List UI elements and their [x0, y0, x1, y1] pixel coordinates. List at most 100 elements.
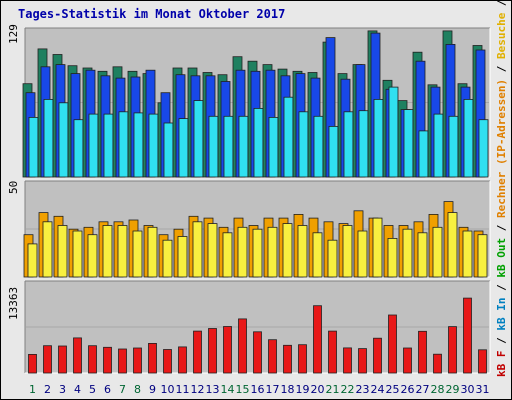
bar-kbytes-1: [313, 305, 322, 374]
bar-requests-3: [103, 113, 114, 178]
bar-kbytes-1: [478, 349, 487, 374]
bar-visits-2: [147, 226, 158, 278]
bar-visits-2: [177, 236, 188, 278]
bar-requests-3: [343, 111, 354, 178]
bar-requests-3: [358, 110, 369, 178]
bar-requests-3: [28, 117, 39, 178]
bar-visits-2: [222, 232, 233, 278]
bar-requests-3: [253, 108, 264, 178]
x-tick-label: 10: [161, 383, 175, 396]
bar-kbytes-1: [253, 331, 262, 374]
bar-kbytes-1: [148, 342, 157, 374]
bar-kbytes-1: [298, 344, 307, 374]
bar-visits-2: [372, 217, 383, 278]
bar-kbytes-1: [283, 344, 292, 374]
bar-requests-3: [58, 102, 69, 178]
bar-kbytes-1: [88, 345, 97, 374]
bar-requests-3: [298, 111, 309, 178]
bar-kbytes-1: [223, 326, 232, 374]
bar-requests-3: [178, 118, 189, 178]
bar-requests-3: [223, 115, 234, 178]
x-tick-label: 19: [296, 383, 310, 396]
bar-visits-2: [132, 230, 143, 278]
x-tick-label: 22: [341, 383, 355, 396]
bar-requests-3: [208, 115, 219, 178]
bar-kbytes-1: [178, 346, 187, 374]
bar-requests-3: [418, 130, 429, 178]
bar-visits-2: [72, 230, 83, 278]
bar-kbytes-1: [343, 347, 352, 374]
x-tick-label: 4: [74, 383, 81, 396]
bar-kbytes-1: [373, 337, 382, 374]
bar-visits-2: [342, 225, 353, 278]
x-tick-label: 9: [149, 383, 156, 396]
x-tick-label: 24: [371, 383, 385, 396]
x-tick-label: 13: [206, 383, 220, 396]
bar-kbytes-1: [403, 347, 412, 374]
bar-visits-2: [402, 228, 413, 278]
bar-kbytes-1: [358, 348, 367, 374]
x-tick-label: 30: [461, 383, 475, 396]
bar-visits-2: [327, 239, 338, 278]
bar-visits-2: [432, 226, 443, 278]
x-tick-label: 29: [446, 383, 460, 396]
bar-visits-2: [57, 225, 68, 278]
bar-kbytes-1: [418, 330, 427, 374]
bar-visits-2: [237, 226, 248, 278]
x-tick-label: 18: [281, 383, 295, 396]
bar-requests-3: [148, 113, 159, 178]
bar-kbytes-1: [463, 297, 472, 374]
chart-title: Tages-Statistik im Monat Oktober 2017: [18, 7, 286, 21]
bar-visits-2: [312, 232, 323, 278]
bar-requests-3: [193, 100, 204, 178]
bar-kbytes-1: [43, 345, 52, 374]
x-tick-label: 6: [104, 383, 111, 396]
x-tick-label: 17: [266, 383, 280, 396]
bar-kbytes-1: [163, 349, 172, 374]
x-tick-label: 27: [416, 383, 430, 396]
bar-kbytes-1: [118, 348, 127, 374]
bar-kbytes-1: [433, 353, 442, 374]
bar-requests-3: [118, 111, 129, 178]
x-tick-label: 21: [326, 383, 340, 396]
bar-requests-3: [73, 119, 84, 178]
bar-kbytes-1: [238, 318, 247, 374]
x-tick-label: 25: [386, 383, 400, 396]
bar-visits-2: [417, 232, 428, 278]
x-tick-label: 20: [311, 383, 325, 396]
bar-requests-3: [463, 99, 474, 178]
x-tick-label: 5: [89, 383, 96, 396]
x-tick-label: 26: [401, 383, 415, 396]
bar-requests-3: [283, 96, 294, 178]
bar-visits-2: [447, 212, 458, 278]
bar-requests-3: [133, 112, 144, 178]
bar-visits-2: [42, 221, 53, 278]
bar-requests-3: [88, 113, 99, 178]
bar-visits-2: [477, 234, 488, 278]
bar-kbytes-1: [388, 314, 397, 374]
bar-visits-2: [462, 230, 473, 278]
bar-requests-3: [373, 99, 384, 178]
bar-requests-3: [313, 115, 324, 178]
bar-requests-3: [388, 86, 399, 178]
bar-visits-2: [297, 225, 308, 278]
bar-requests-3: [448, 115, 459, 178]
bar-kbytes-1: [58, 345, 67, 374]
bar-kbytes-1: [193, 330, 202, 374]
bar-kbytes-1: [73, 337, 82, 374]
x-tick-label: 16: [251, 383, 265, 396]
bar-requests-3: [238, 115, 249, 178]
x-tick-label: 28: [431, 383, 445, 396]
bar-visits-2: [357, 230, 368, 278]
bar-visits-2: [102, 225, 113, 278]
x-tick-label: 15: [236, 383, 250, 396]
x-tick-label: 14: [221, 383, 235, 396]
bar-requests-3: [433, 113, 444, 178]
bar-kbytes-1: [133, 347, 142, 374]
bar-visits-2: [117, 225, 128, 278]
bar-requests-3: [43, 99, 54, 178]
bar-kbytes-1: [448, 326, 457, 374]
x-tick-label: 12: [191, 383, 205, 396]
bar-visits-2: [207, 223, 218, 278]
